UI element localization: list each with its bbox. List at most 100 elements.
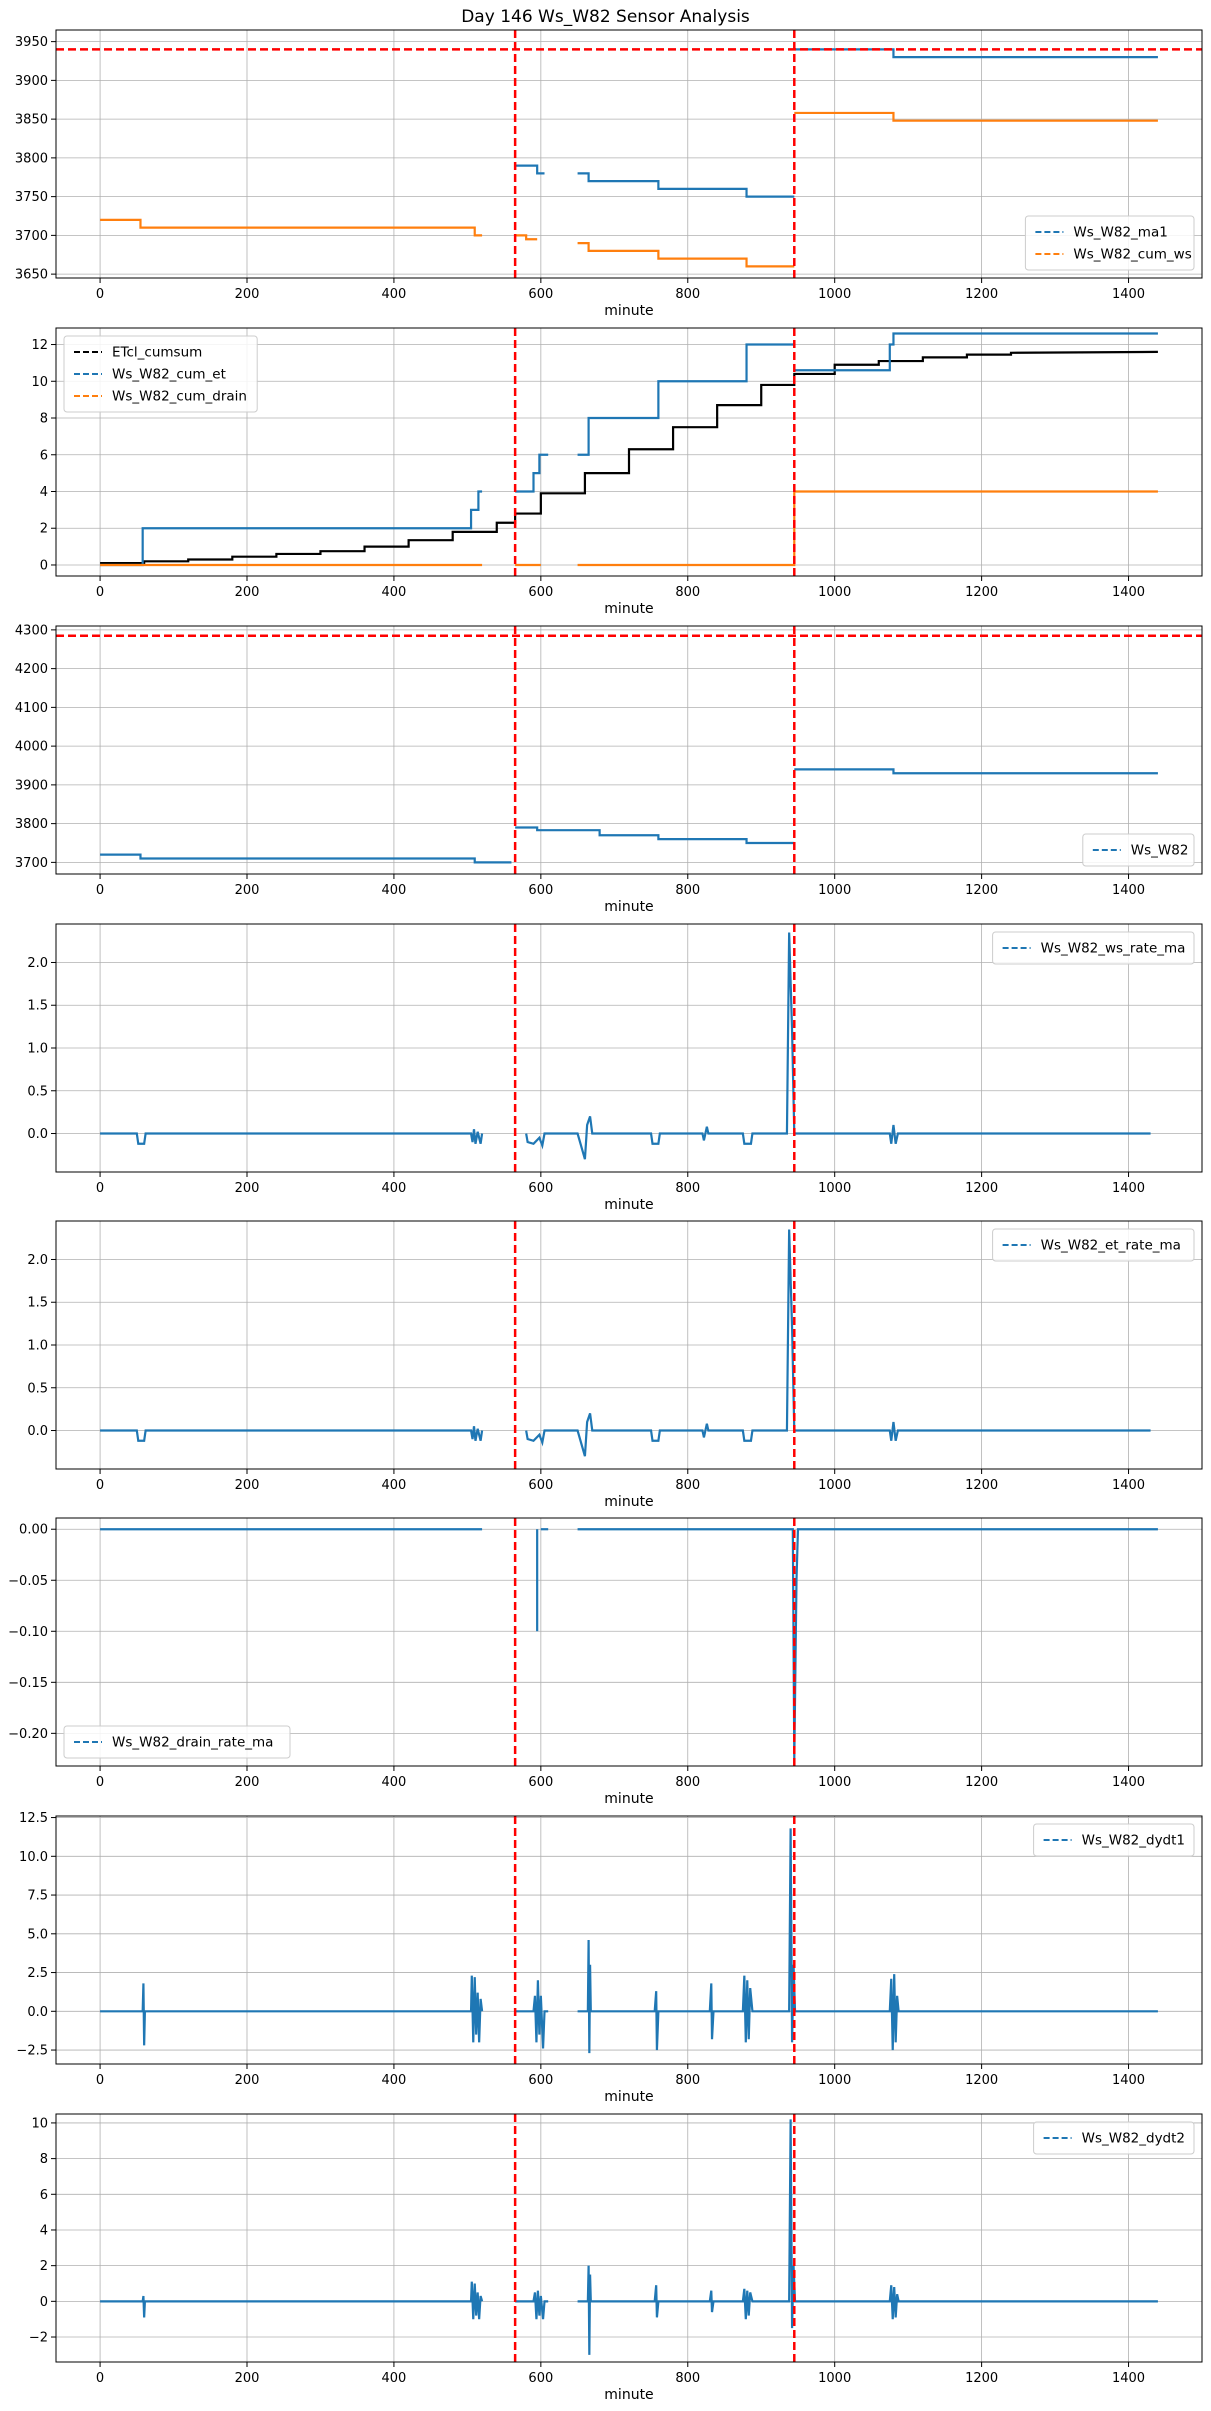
x-axis-label: minute <box>604 1197 653 1213</box>
y-tick-label: 10.0 <box>19 1850 48 1865</box>
subplot-6: 0 200 400 600 800 1000 1200 1400 0.00 −0.05 −0.10 −… <box>8 1517 1203 1807</box>
series-line-Ws_W82_cum_et-seg-1 <box>515 453 549 493</box>
x-tick-label: 200 <box>235 585 260 600</box>
x-tick-label: 0 <box>96 883 104 898</box>
x-tick-label: 600 <box>528 1478 553 1493</box>
legend-label: Ws_W82_dydt2 <box>1082 2131 1185 2147</box>
axes-frame <box>55 2113 1203 2363</box>
x-tick-label: 200 <box>235 1775 260 1790</box>
x-tick-label: 200 <box>235 1181 260 1196</box>
legend-label: Ws_W82_drain_rate_ma <box>112 1735 273 1751</box>
x-tick-label: 0 <box>96 1478 104 1493</box>
series-line-Ws_W82_et_rate_ma-seg-1 <box>525 1229 796 1457</box>
y-tick-label: 1.0 <box>27 1339 48 1354</box>
y-tick-label: 5.0 <box>27 1927 48 1942</box>
x-tick-label: 1400 <box>1112 2371 1145 2386</box>
x-tick-label: 400 <box>382 883 407 898</box>
legend: Ws_W82_dydt2 <box>1033 2121 1195 2155</box>
x-tick-label: 0 <box>96 287 104 302</box>
y-tick-label: 4000 <box>15 740 48 755</box>
legend-label: Ws_W82_dydt1 <box>1082 1833 1185 1849</box>
y-tick-label: −2.5 <box>16 2044 48 2059</box>
legend: Ws_W82 <box>1082 833 1195 867</box>
x-tick-label: 0 <box>96 585 104 600</box>
series-line-Ws_W82_dydt2-seg-1 <box>515 2290 549 2320</box>
x-tick-label: 600 <box>528 585 553 600</box>
y-tick-label: 2.0 <box>27 956 48 971</box>
y-tick-label: 4 <box>40 485 48 500</box>
legend-label: Ws_W82_et_rate_ma <box>1041 1238 1181 1254</box>
y-tick-label: 1.5 <box>27 1296 48 1311</box>
legend-box <box>1033 2121 1195 2155</box>
x-tick-label: 1000 <box>818 1478 851 1493</box>
x-tick-label: 800 <box>675 585 700 600</box>
y-tick-label: 3800 <box>15 151 48 166</box>
y-tick-label: 4200 <box>15 662 48 677</box>
y-tick-label: 0.00 <box>19 1523 48 1538</box>
x-tick-label: 1200 <box>965 2371 998 2386</box>
x-tick-label: 1400 <box>1112 585 1145 600</box>
x-tick-label: 1200 <box>965 287 998 302</box>
x-axis-label: minute <box>604 1494 653 1510</box>
x-tick-label: 800 <box>675 1181 700 1196</box>
series-line-Ws_W82_et_rate_ma-seg-2 <box>794 1421 1151 1442</box>
x-tick-label: 1000 <box>818 2073 851 2088</box>
x-tick-label: 1400 <box>1112 1478 1145 1493</box>
series-line-ETcl_cumsum-seg-0 <box>100 350 1158 565</box>
x-tick-label: 400 <box>382 1775 407 1790</box>
y-tick-label: 3950 <box>15 35 48 50</box>
x-tick-label: 1400 <box>1112 2073 1145 2088</box>
legend-label: Ws_W82_cum_et <box>112 367 226 383</box>
y-tick-label: 12 <box>31 338 48 353</box>
y-tick-label: 0.0 <box>27 2005 48 2020</box>
x-tick-label: 200 <box>235 883 260 898</box>
series-line-Ws_W82-seg-1 <box>515 826 795 845</box>
grid <box>56 1816 1202 2064</box>
series-line-Ws_W82_et_rate_ma-seg-0 <box>100 1426 484 1442</box>
subplot-3: 0 200 400 600 800 1000 1200 1400 3700 3800 3900 400… <box>15 623 1203 915</box>
series-line-Ws_W82_ma1-seg-1 <box>577 172 795 198</box>
x-tick-label: 0 <box>96 2371 104 2386</box>
series-line-Ws_W82_cum_drain-seg-2 <box>577 490 1158 567</box>
x-tick-label: 400 <box>382 1478 407 1493</box>
axes-frame <box>55 1815 1203 2065</box>
x-tick-label: 0 <box>96 1775 104 1790</box>
x-tick-label: 600 <box>528 1181 553 1196</box>
subplot-4: 0 200 400 600 800 1000 1200 1400 0.0 0.5 1.0 1.5 2.0… <box>27 923 1203 1213</box>
x-tick-label: 1400 <box>1112 1775 1145 1790</box>
plot-area <box>56 626 1202 874</box>
series-line-Ws_W82_dydt1-seg-2 <box>577 1828 1158 2054</box>
y-tick-label: 7.5 <box>27 1889 48 1904</box>
y-tick-label: −2 <box>29 2331 48 2346</box>
subplot-7: 0 200 400 600 800 1000 1200 1400 −2.5 0.0 2.5 5.0 7.… <box>16 1811 1203 2105</box>
plot-area <box>100 328 1158 576</box>
legend: Ws_W82_drain_rate_ma <box>63 1725 291 1759</box>
x-tick-label: 1000 <box>818 1181 851 1196</box>
x-tick-label: 600 <box>528 287 553 302</box>
plot-area <box>100 1518 1158 1766</box>
x-tick-label: 800 <box>675 1478 700 1493</box>
series-line-Ws_W82-seg-2 <box>794 768 1158 775</box>
y-tick-label: 6 <box>40 2188 48 2203</box>
x-tick-label: 800 <box>675 287 700 302</box>
legend-label: Ws_W82_ma1 <box>1073 225 1167 241</box>
y-tick-label: 6 <box>40 448 48 463</box>
y-tick-label: −0.10 <box>8 1625 48 1640</box>
y-tick-label: 3650 <box>15 268 48 283</box>
y-tick-label: 8 <box>40 2152 48 2167</box>
series-line-Ws_W82_ws_rate_ma-seg-2 <box>794 1124 1151 1145</box>
y-tick-label: 0.0 <box>27 1127 48 1142</box>
x-axis-label: minute <box>604 303 653 319</box>
x-tick-label: 200 <box>235 2073 260 2088</box>
plot-area <box>100 1221 1151 1469</box>
y-tick-label: 2.5 <box>27 1966 48 1981</box>
x-tick-label: 400 <box>382 287 407 302</box>
x-tick-label: 800 <box>675 2371 700 2386</box>
y-tick-label: −0.20 <box>8 1727 48 1742</box>
x-axis-label: minute <box>604 1791 653 1807</box>
y-tick-label: 0.5 <box>27 1381 48 1396</box>
axes-frame <box>55 625 1203 875</box>
x-tick-label: 200 <box>235 1478 260 1493</box>
y-tick-label: 2.0 <box>27 1253 48 1268</box>
x-tick-label: 200 <box>235 2371 260 2386</box>
